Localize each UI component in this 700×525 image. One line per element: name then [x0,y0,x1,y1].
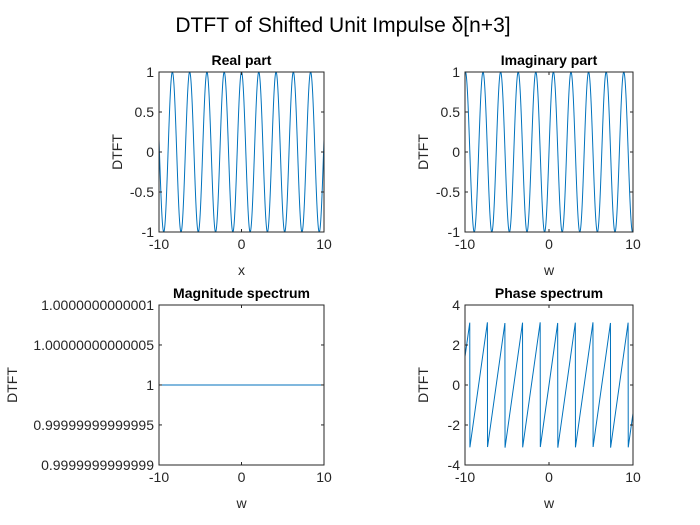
figure-title: DTFT of Shifted Unit Impulse δ[n+3] [175,14,510,37]
subplot-title-phase: Phase spectrum [495,285,603,301]
y-tick-label: 1 [146,64,154,80]
subplot-phase: -10 0 10 -4 -2 0 2 4 Phase spectrum w DTFT [415,285,641,511]
x-tick-label: -10 [455,236,475,252]
subplot-title-magnitude: Magnitude spectrum [173,285,310,301]
y-tick-label: -0.5 [130,184,154,200]
x-tick-label: -10 [149,236,169,252]
y-tick-label: 1 [146,377,154,393]
y-tick-label: 0 [146,144,154,160]
subplot-real: -10 0 10 -1 -0.5 0 0.5 1 Real part x DTFT [109,52,332,278]
y-tick-label: 0.5 [441,104,461,120]
y-tick-label: 0 [452,377,460,393]
y-tick-label: -0.5 [436,184,460,200]
x-axis-label-phase: w [543,495,555,511]
y-tick-label: 0.99999999999995 [33,417,154,433]
y-tick-label: -1 [448,224,461,240]
x-axis-label-real: x [238,262,245,278]
x-axis-label-imag: w [543,262,555,278]
y-tick-label: 1 [452,64,460,80]
subplot-title-imag: Imaginary part [501,52,598,68]
x-tick-label: 0 [238,469,246,485]
x-tick-label: 10 [625,236,641,252]
series-line-phase [464,322,634,448]
y-tick-label: 0 [452,144,460,160]
x-tick-label: -10 [455,469,475,485]
y-axis-label-phase: DTFT [415,367,431,403]
x-tick-label: 10 [316,469,332,485]
x-tick-label: 0 [545,469,553,485]
x-tick-label: 10 [625,469,641,485]
subplot-title-real: Real part [212,52,272,68]
y-axis-label-magnitude: DTFT [4,367,20,403]
y-tick-label: 2 [452,337,460,353]
x-tick-label: -10 [149,469,169,485]
series-line-imag [464,71,634,233]
y-axis-label-imag: DTFT [415,134,431,170]
y-tick-label: 4 [452,297,460,313]
y-axis-label-real: DTFT [109,134,125,170]
x-tick-label: 0 [238,236,246,252]
subplot-imag: -10 0 10 -1 -0.5 0 0.5 1 Imaginary part w DTFT [415,52,641,278]
series-line-real [158,71,325,233]
y-tick-label: -4 [448,457,461,473]
axes-box-real [158,71,325,233]
y-tick-label: -1 [142,224,155,240]
y-tick-label: -2 [448,417,461,433]
subplot-magnitude: -10 0 10 0.9999999999999 0.99999999999995 1 1.… [4,285,332,511]
x-axis-label-magnitude: w [235,495,247,511]
y-tick-label: 0.5 [135,104,155,120]
x-tick-label: 10 [316,236,332,252]
y-tick-label: 0.9999999999999 [41,457,154,473]
x-tick-label: 0 [545,236,553,252]
y-tick-label: 1.00000000000005 [33,337,154,353]
y-tick-label: 1.0000000000001 [41,297,154,313]
